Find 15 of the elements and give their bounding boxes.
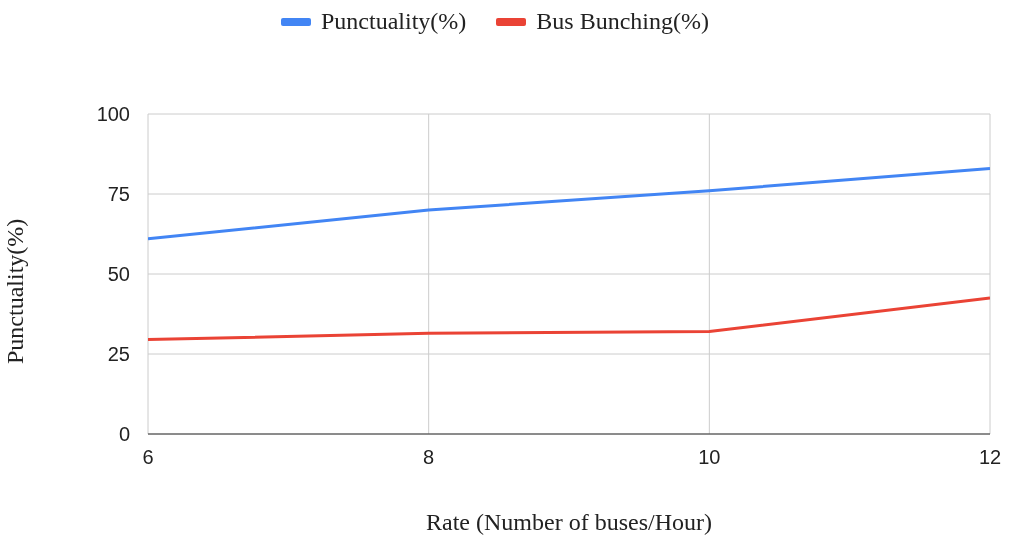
y-axis-title: Punctuality(%) bbox=[1, 218, 28, 364]
x-tick-label: 10 bbox=[698, 446, 721, 469]
legend-label: Bus Bunching(%) bbox=[536, 8, 709, 35]
x-tick-label: 6 bbox=[142, 446, 154, 469]
y-tick-label: 50 bbox=[107, 263, 130, 286]
y-tick-label: 100 bbox=[96, 103, 130, 126]
line-series bbox=[148, 296, 990, 342]
y-tick-label: 75 bbox=[107, 183, 130, 206]
line-series bbox=[148, 166, 990, 241]
legend-label: Punctuality(%) bbox=[321, 8, 467, 35]
y-tick-label: 25 bbox=[107, 343, 130, 366]
y-tick-label: 0 bbox=[118, 423, 130, 446]
x-tick-label: 12 bbox=[978, 446, 1002, 469]
x-axis-title: Rate (Number of buses/Hour) bbox=[426, 509, 712, 535]
x-tick-label: 8 bbox=[423, 446, 435, 469]
